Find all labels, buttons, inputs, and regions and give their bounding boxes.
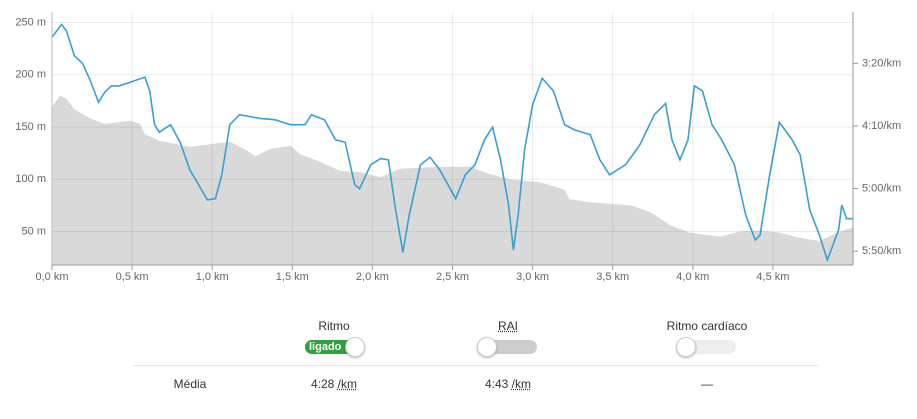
toggle-knob	[345, 337, 365, 357]
y-tick-label: 200 m	[15, 69, 46, 81]
summary-cell: —	[701, 377, 713, 391]
x-tick-label: 4,0 km	[676, 271, 709, 283]
toggle-state: ligado	[309, 341, 342, 353]
summary-unit: /km	[337, 377, 358, 391]
summary-cell: 4:28 /km	[311, 377, 357, 391]
toggle[interactable]	[477, 337, 537, 357]
pace-line	[51, 23, 853, 263]
summary-value: 4:43	[484, 377, 509, 391]
x-tick-label: 4,5 km	[756, 271, 789, 283]
y2-tick-label: 4:10/km	[862, 120, 901, 132]
summary-value: 4:28	[310, 377, 335, 391]
toggle[interactable]: ligado	[305, 337, 365, 357]
y2-tick-label: 5:00/km	[862, 183, 901, 195]
x-tick-label: 1,0 km	[196, 271, 229, 283]
x-tick-label: 1,5 km	[276, 271, 309, 283]
x-tick-label: 0,0 km	[35, 271, 68, 283]
divider	[133, 365, 818, 366]
control-label: RAI	[497, 319, 519, 333]
row-label: Média	[173, 377, 207, 391]
y2-tick-label: 3:20/km	[862, 57, 901, 69]
toggle-knob	[676, 337, 696, 357]
x-tick-label: 2,0 km	[356, 271, 389, 283]
chart: 50 m 100 m 150 m 200 m 250 m 0,0 km 0,5 km 1,0 …	[15, 12, 901, 283]
summary-cell: 4:43 /km	[485, 377, 531, 391]
control-label: Ritmo cardíaco	[666, 319, 748, 333]
x-tick-label: 3,5 km	[596, 271, 629, 283]
x-tick-label: 2,5 km	[436, 271, 469, 283]
control-label: Ritmo	[318, 319, 350, 333]
y-tick-label: 150 m	[15, 121, 46, 133]
y-tick-label: 50 m	[22, 225, 46, 237]
x-tick-label: 0,5 km	[116, 271, 149, 283]
y2-tick-label: 5:50/km	[862, 245, 901, 257]
x-tick-label: 3,0 km	[516, 271, 549, 283]
plot	[51, 23, 853, 266]
elevation-area	[52, 95, 853, 266]
summary-unit: /km	[511, 377, 532, 391]
toggle-knob	[477, 337, 497, 357]
toggle[interactable]	[676, 337, 736, 357]
y-tick-label: 250 m	[15, 16, 46, 28]
y-tick-label: 100 m	[15, 173, 46, 185]
summary-value: —	[701, 377, 713, 391]
